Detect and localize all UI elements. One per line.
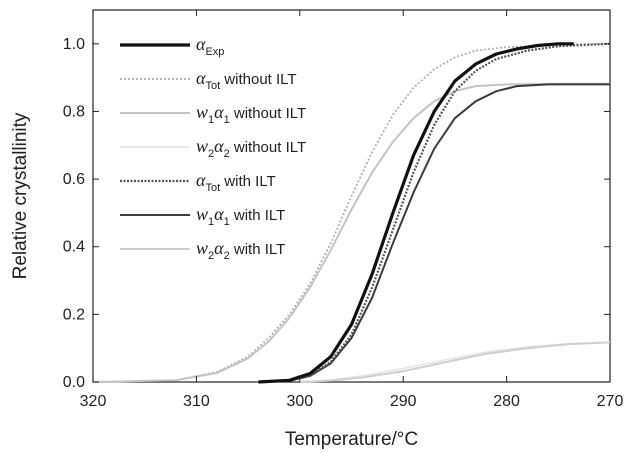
legend-label-alpha-exp: αExp bbox=[196, 34, 224, 58]
y-tick-label: 0.6 bbox=[63, 171, 85, 188]
x-tick-label: 310 bbox=[183, 393, 210, 410]
legend-label-w1a1-without: w1α1 without ILT bbox=[196, 102, 306, 126]
legend-label-w2a2-with: w2α2 with ILT bbox=[196, 238, 285, 262]
y-tick-label: 0.8 bbox=[63, 103, 85, 120]
series-line-w2a2-with bbox=[299, 341, 611, 383]
legend: αExp αTot without ILT w1α1 without ILT w2α2… bbox=[120, 34, 306, 262]
y-tick-label: 1.0 bbox=[63, 36, 85, 53]
x-tick-label: 280 bbox=[493, 393, 520, 410]
legend-label-alpha-tot-with: αTot with ILT bbox=[196, 170, 276, 194]
y-tick-label: 0.2 bbox=[63, 306, 85, 323]
tick-layer: 320 310 300 290 280 270 0.0 0.2 0.4 0.6 0.8 1.0 bbox=[63, 10, 624, 410]
series-line-alpha-tot-with bbox=[258, 42, 611, 384]
x-tick-label: 290 bbox=[390, 393, 417, 410]
x-axis-label: Temperature/°C bbox=[285, 429, 418, 450]
series-layer bbox=[92, 42, 611, 384]
legend-label-w2a2-without: w2α2 without ILT bbox=[196, 136, 306, 160]
x-tick-label: 270 bbox=[597, 393, 624, 410]
x-tick-label: 320 bbox=[80, 393, 107, 410]
y-tick-label: 0.0 bbox=[63, 374, 85, 391]
series-line-w1a1-without bbox=[92, 82, 610, 383]
y-axis-label: Relative crystallinity bbox=[10, 112, 31, 279]
legend-label-w1a1-with: w1α1 with ILT bbox=[196, 204, 285, 228]
x-tick-label: 300 bbox=[286, 393, 313, 410]
series-line-alpha-tot-without bbox=[92, 42, 611, 383]
series-line-alpha-exp bbox=[258, 42, 574, 384]
y-tick-label: 0.4 bbox=[63, 239, 85, 256]
legend-label-alpha-tot-without: αTot without ILT bbox=[196, 68, 297, 92]
